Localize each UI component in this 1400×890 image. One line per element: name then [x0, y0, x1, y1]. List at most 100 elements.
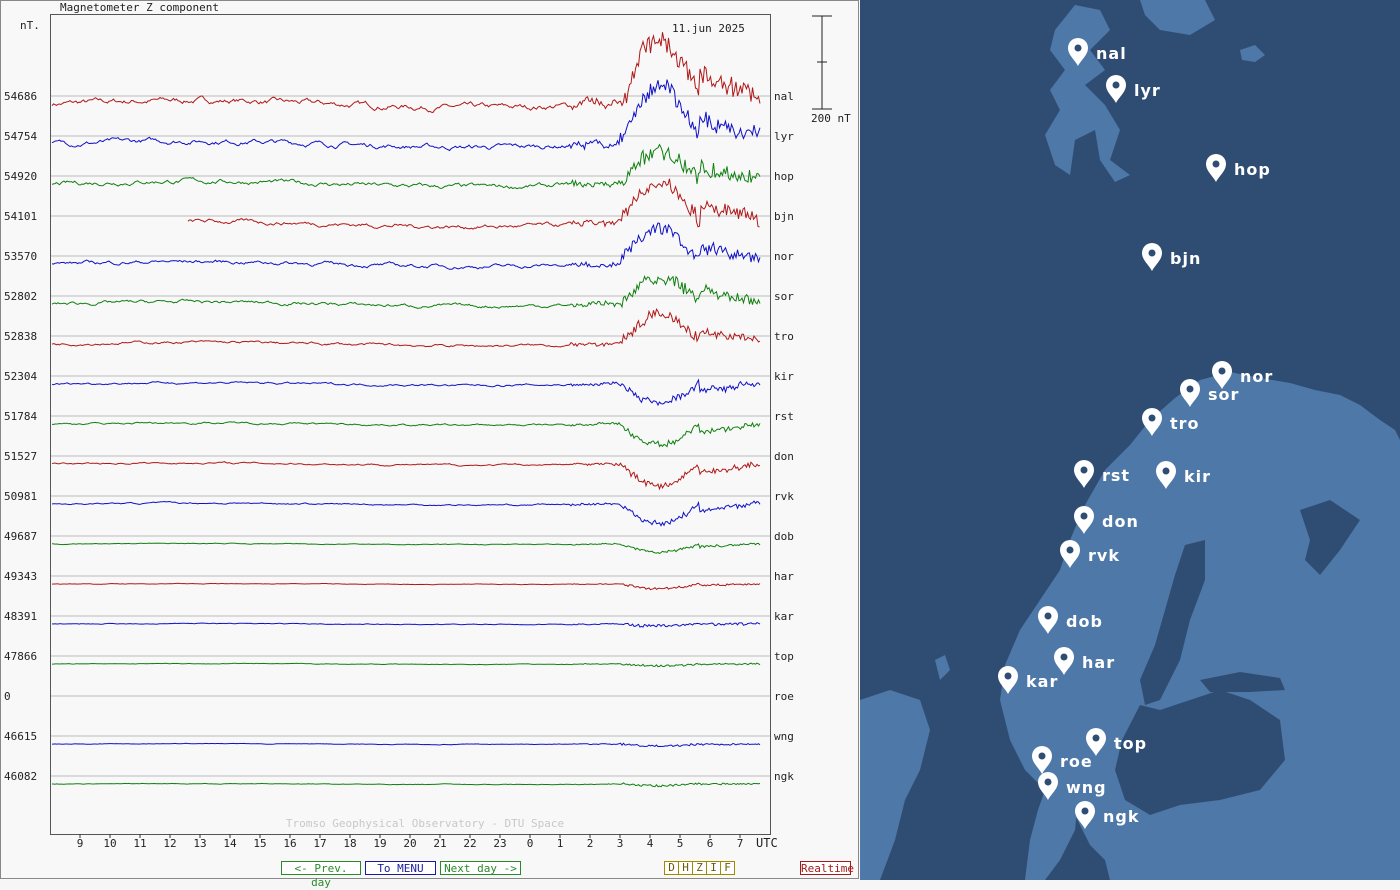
station-pin-bjn[interactable]: bjn — [1142, 243, 1201, 271]
station-pin-sor[interactable]: sor — [1180, 379, 1239, 407]
x-tick-label: 3 — [617, 837, 624, 850]
station-map-label: rvk — [1088, 546, 1120, 565]
station-label-hop: hop — [774, 170, 794, 183]
labels: 9 10 11 12 13 14 15 16 17 18 19 20 21 22 23 0 1 2 3 4 5 6 7546… — [4, 90, 794, 850]
series-line-bjn — [187, 178, 760, 230]
station-map-label: lyr — [1134, 81, 1161, 100]
magnetometer-chart: 9 10 11 12 13 14 15 16 17 18 19 20 21 22 23 0 1 2 3 4 5 6 7546… — [0, 0, 859, 879]
series-lines — [51, 32, 761, 788]
map-pin-dot — [1044, 778, 1052, 786]
station-pin-rst[interactable]: rst — [1074, 460, 1130, 488]
map-pin-icon — [1086, 728, 1106, 756]
chart-title: Magnetometer Z component — [60, 1, 219, 14]
map-pin-icon — [1106, 75, 1126, 103]
series-line-hop — [51, 143, 761, 190]
map-pin-icon — [1212, 361, 1232, 389]
station-label-tro: tro — [774, 330, 794, 343]
prev-day-button[interactable]: <- Prev. day — [281, 861, 361, 889]
scale-label: 200 nT — [811, 112, 851, 125]
series-line-top — [52, 662, 761, 668]
station-label-don: don — [774, 450, 794, 463]
map-pin-icon — [998, 666, 1018, 694]
station-pin-nor[interactable]: nor — [1212, 361, 1273, 389]
map-pin-icon — [1075, 801, 1095, 829]
map-pin-dot — [1186, 385, 1194, 393]
station-pin-top[interactable]: top — [1086, 728, 1147, 756]
grid — [51, 95, 770, 838]
plot-area — [50, 14, 771, 835]
station-label-wng: wng — [774, 730, 794, 743]
station-pin-tro[interactable]: tro — [1142, 408, 1200, 436]
component-f-button[interactable]: F — [724, 861, 731, 874]
component-d-button[interactable]: D — [665, 862, 679, 874]
station-map-label: kir — [1184, 467, 1211, 486]
component-z-button[interactable]: Z — [693, 862, 707, 874]
station-label-nal: nal — [774, 90, 794, 103]
next-day-button[interactable]: Next day -> — [440, 861, 521, 875]
map-pin-dot — [1081, 807, 1089, 815]
map-pin-icon — [1180, 379, 1200, 407]
svalbard-land — [1045, 5, 1130, 182]
baltic-sea — [1115, 690, 1285, 815]
station-pin-ngk[interactable]: ngk — [1075, 801, 1139, 829]
station-pin-lyr[interactable]: lyr — [1106, 75, 1161, 103]
baseline-label: 48391 — [4, 610, 37, 623]
x-tick-label: 16 — [283, 837, 296, 850]
station-pin-roe[interactable]: roe — [1032, 746, 1093, 774]
map-pin-icon — [1060, 540, 1080, 568]
map-pin-dot — [1148, 414, 1156, 422]
station-pin-dob[interactable]: dob — [1038, 606, 1103, 634]
map-pin-dot — [1038, 752, 1046, 760]
station-pin-don[interactable]: don — [1074, 506, 1139, 534]
x-tick-label: 23 — [493, 837, 506, 850]
station-pin-kir[interactable]: kir — [1156, 461, 1211, 489]
map-pin-icon — [1032, 746, 1052, 774]
utc-label: UTC — [756, 836, 778, 850]
station-pin-wng[interactable]: wng — [1038, 772, 1107, 800]
station-pin-har[interactable]: har — [1054, 647, 1115, 675]
station-map-label: kar — [1026, 672, 1058, 691]
x-tick-label: 7 — [737, 837, 744, 850]
map-pin-dot — [1004, 672, 1012, 680]
station-label-nor: nor — [774, 250, 794, 263]
baseline-label: 53570 — [4, 250, 37, 263]
series-line-kir — [51, 378, 761, 407]
britain-land — [860, 690, 930, 880]
map-pin-icon — [1054, 647, 1074, 675]
gulf-of-finland — [1200, 672, 1285, 692]
station-map-label: dob — [1066, 612, 1103, 631]
station-pin-hop[interactable]: hop — [1206, 154, 1271, 182]
gulf-of-bothnia — [1140, 540, 1205, 705]
x-tick-label: 6 — [707, 837, 714, 850]
realtime-button[interactable]: Realtime — [800, 861, 854, 875]
white-sea — [1300, 500, 1360, 575]
baseline-label: 52838 — [4, 330, 37, 343]
station-pin-kar[interactable]: kar — [998, 666, 1058, 694]
station-pin-rvk[interactable]: rvk — [1060, 540, 1120, 568]
series-line-kar — [51, 622, 761, 628]
component-h-button[interactable]: H — [679, 862, 693, 874]
to-menu-button[interactable]: To MENU — [365, 861, 436, 875]
baseline-label: 54920 — [4, 170, 37, 183]
baseline-label: 51527 — [4, 450, 37, 463]
station-pin-nal[interactable]: nal — [1068, 38, 1127, 66]
station-map-label: tro — [1170, 414, 1200, 433]
x-tick-label: 12 — [163, 837, 176, 850]
map-pin-icon — [1206, 154, 1226, 182]
station-map-label: bjn — [1170, 249, 1201, 268]
baseline-label: 0 — [4, 690, 11, 703]
x-tick-label: 18 — [343, 837, 356, 850]
jutland-land — [1025, 780, 1078, 880]
baseline-label: 52802 — [4, 290, 37, 303]
map-pin-icon — [1156, 461, 1176, 489]
component-i-button[interactable]: I — [707, 862, 721, 874]
map-pin-icon — [1038, 772, 1058, 800]
baseline-label: 47866 — [4, 650, 37, 663]
station-map-label: rst — [1102, 466, 1130, 485]
station-map: nal lyr hop bjn nor sor tro rst kir don rvk dob har k… — [860, 0, 1400, 880]
station-label-lyr: lyr — [774, 130, 794, 143]
map-pin-icon — [1142, 243, 1162, 271]
map-pin-icon — [1074, 460, 1094, 488]
